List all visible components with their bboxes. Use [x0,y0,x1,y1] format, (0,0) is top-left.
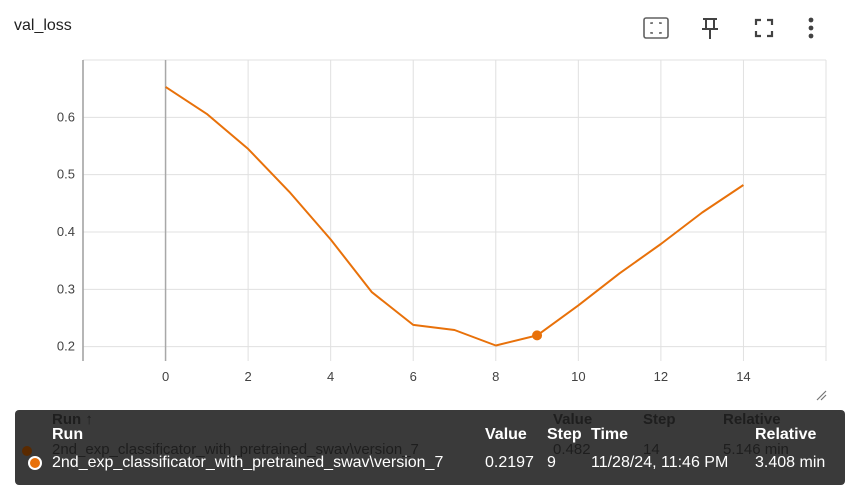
relative-header: Relative [755,426,817,443]
ghost-relative-header: Relative [723,411,781,428]
y-tick-label: 0.3 [57,281,75,296]
series-layer [165,86,744,347]
run-step: 9 [547,454,556,471]
ghost-value: 0.482 [553,441,591,458]
run-relative: 3.408 min [755,454,826,471]
x-tick-label: 0 [162,369,169,384]
run-color-dot [28,456,42,470]
x-tick-label: 14 [736,369,750,384]
more-options-button[interactable] [791,10,831,46]
chart-title: val_loss [14,17,72,34]
more-vert-icon [808,17,814,39]
y-tick-label: 0.5 [57,167,75,182]
ghost-value-header: Value [553,411,593,428]
value-header: Value [485,426,527,443]
ghost-run-name: 2nd_exp_classificator_with_pretrained_sw… [52,441,419,458]
ghost-step: 14 [643,441,660,458]
step-header: Step [547,426,582,443]
run-time: 11/28/24, 11:46 PM [591,454,729,471]
fullscreen-icon [754,18,774,38]
grid [82,59,827,361]
time-header: Time [591,426,629,443]
fit-domain-icon [643,17,669,39]
pin-icon [702,18,718,39]
x-tick-label: 6 [410,369,417,384]
x-tick-label: 12 [654,369,668,384]
highlight-point [532,330,543,341]
y-tick-label: 0.4 [57,224,75,239]
series-line [165,86,744,347]
fit-domain-button[interactable] [629,10,683,46]
y-tick-label: 0.2 [57,339,75,354]
tick-labels: 0 2 4 6 8 10 12 14 0.2 0.3 0.4 0.5 0.6 [57,109,751,384]
x-tick-label: 8 [492,369,499,384]
x-tick-label: 4 [327,369,334,384]
ghost-run-color-dot [22,446,32,456]
run-name: 2nd_exp_classificator_with_pretrained_sw… [52,454,444,471]
axes [82,60,167,361]
x-tick-label: 2 [244,369,251,384]
x-tick-label: 10 [571,369,585,384]
fullscreen-button[interactable] [737,10,791,46]
ghost-run-header: Run ↑ [52,411,93,428]
resize-handle-icon[interactable] [815,389,827,401]
y-tick-label: 0.6 [57,109,75,124]
run-value: 0.2197 [485,454,534,471]
ghost-relative: 5.146 min [723,441,789,458]
data-tooltip: Run ↑ Value Step Relative 2nd_exp_classi… [15,410,845,485]
line-chart[interactable]: 0 2 4 6 8 10 12 14 0.2 0.3 0.4 0.5 0.6 [0,48,845,393]
run-header: Run [52,426,84,443]
ghost-step-header: Step [643,411,676,428]
chart-toolbar [629,10,831,46]
pin-button[interactable] [683,10,737,46]
